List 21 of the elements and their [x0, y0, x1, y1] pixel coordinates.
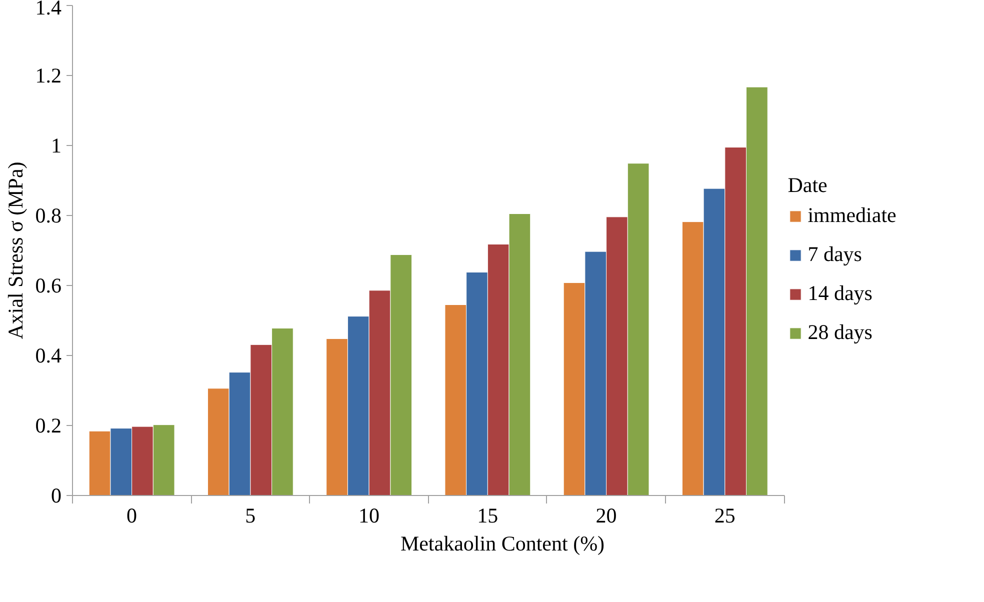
x-tick-label: 15: [477, 504, 498, 528]
legend-label: 28 days: [808, 320, 872, 345]
legend-label: 7 days: [808, 242, 862, 267]
y-tick-label: 1.4: [35, 0, 62, 20]
y-tick-label: 0.2: [35, 414, 62, 438]
y-tick-label: 0.6: [35, 274, 62, 298]
y-tick-label: 0.4: [35, 344, 62, 368]
y-axis-title: Axial Stress σ (MPa): [3, 162, 28, 340]
y-tick-label: 0.8: [35, 204, 62, 228]
x-tick-label: 10: [358, 504, 380, 528]
y-tick-label: 0: [51, 484, 62, 508]
y-tick-label: 1: [51, 134, 62, 158]
x-tick-label: 0: [126, 504, 138, 528]
x-tick-label: 25: [714, 504, 736, 528]
legend-title: Date: [788, 173, 828, 198]
x-tick-label: 20: [596, 504, 617, 528]
x-axis-title: Metakaolin Content (%): [400, 532, 605, 556]
y-tick-label: 1.2: [35, 64, 62, 88]
legend-label: 14 days: [808, 281, 872, 306]
x-tick-label: 5: [245, 504, 256, 528]
legend-label: immediate: [808, 203, 896, 228]
